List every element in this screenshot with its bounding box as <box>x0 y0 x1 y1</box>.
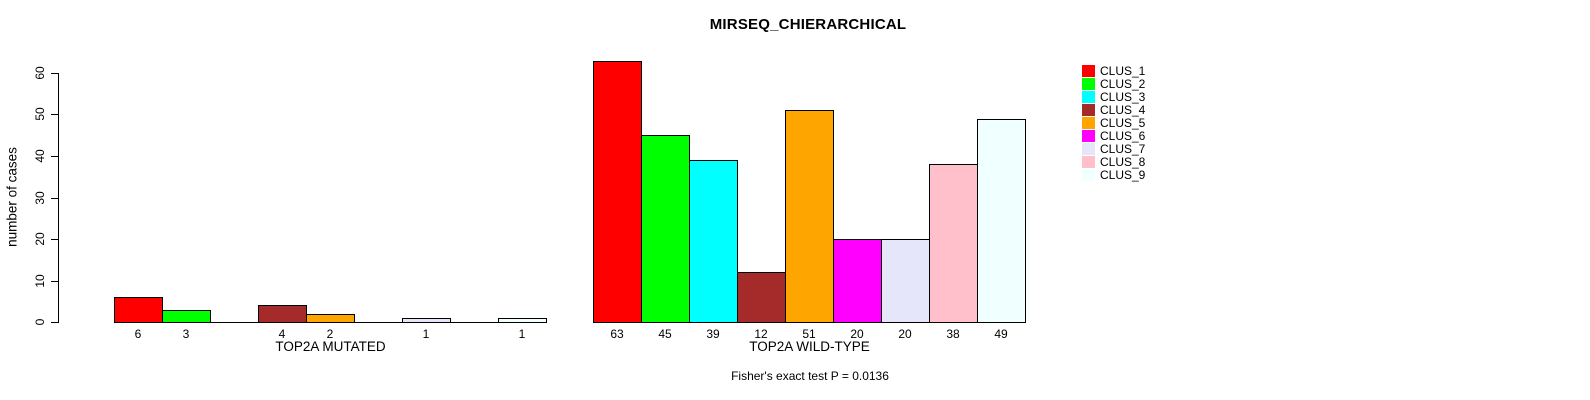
legend-swatch <box>1082 156 1095 168</box>
bar-value-label: 49 <box>994 327 1008 341</box>
legend-label: CLUS_4 <box>1100 103 1146 117</box>
legend-swatch <box>1082 143 1095 155</box>
y-tick <box>51 198 58 199</box>
bar-value-label: 1 <box>422 327 430 341</box>
annotation-text: Fisher's exact test P = 0.0136 <box>731 369 889 383</box>
y-tick-label: 10 <box>33 274 47 288</box>
bar-CLUS_9 <box>498 318 547 323</box>
legend-swatch <box>1082 78 1095 90</box>
bar-CLUS_9 <box>977 119 1026 323</box>
legend-swatch <box>1082 117 1095 129</box>
legend-swatch <box>1082 104 1095 116</box>
bar-value-label: 45 <box>658 327 672 341</box>
bar-value-label: 2 <box>326 327 334 341</box>
bar-value-label: 6 <box>134 327 142 341</box>
bar-CLUS_4 <box>258 305 307 323</box>
bar-CLUS_5 <box>306 314 355 323</box>
legend-swatch <box>1082 169 1095 181</box>
y-tick-label: 60 <box>33 66 47 80</box>
bar-CLUS_7 <box>881 239 930 323</box>
bar-CLUS_8 <box>929 164 978 323</box>
legend-label: CLUS_2 <box>1100 77 1146 91</box>
y-tick-label: 40 <box>33 149 47 163</box>
y-tick-label: 0 <box>33 318 47 326</box>
y-tick-label: 30 <box>33 191 47 205</box>
y-axis-title: number of cases <box>4 147 20 247</box>
bar-CLUS_3 <box>689 160 738 323</box>
y-tick-label: 20 <box>33 232 47 246</box>
x-axis-title: TOP2A MUTATED <box>275 339 386 354</box>
bar-value-label: 51 <box>802 327 816 341</box>
legend-label: CLUS_9 <box>1100 168 1146 182</box>
y-tick <box>51 239 58 240</box>
legend-label: CLUS_8 <box>1100 155 1146 169</box>
bar-CLUS_1 <box>114 297 163 323</box>
legend-label: CLUS_5 <box>1100 116 1146 130</box>
bar-value-label: 39 <box>706 327 720 341</box>
y-tick <box>51 281 58 282</box>
bar-CLUS_4 <box>737 272 786 323</box>
bar-CLUS_2 <box>162 310 211 323</box>
legend-swatch <box>1082 91 1095 103</box>
bar-value-label: 38 <box>946 327 960 341</box>
bar-value-label: 1 <box>518 327 526 341</box>
chart-title: MIRSEQ_CHIERARCHICAL <box>709 16 907 33</box>
bar-CLUS_7 <box>402 318 451 323</box>
bar-CLUS_6 <box>833 239 882 323</box>
legend-swatch <box>1082 130 1095 142</box>
legend-label: CLUS_3 <box>1100 90 1146 104</box>
y-axis-line <box>58 73 59 323</box>
bar-CLUS_5 <box>785 110 834 323</box>
bar-value-label: 20 <box>850 327 864 341</box>
y-tick <box>51 322 58 323</box>
y-tick <box>51 114 58 115</box>
bar-value-label: 63 <box>610 327 624 341</box>
y-tick <box>51 156 58 157</box>
bar-value-label: 4 <box>278 327 286 341</box>
x-axis-title: TOP2A WILD-TYPE <box>749 339 870 354</box>
bar-CLUS_1 <box>593 61 642 323</box>
bar-value-label: 12 <box>754 327 768 341</box>
legend-label: CLUS_1 <box>1100 64 1146 78</box>
bar-value-label: 20 <box>898 327 912 341</box>
legend-label: CLUS_6 <box>1100 129 1146 143</box>
legend-swatch <box>1082 65 1095 77</box>
y-tick <box>51 73 58 74</box>
bar-CLUS_2 <box>641 135 690 323</box>
bar-value-label: 3 <box>182 327 190 341</box>
legend-label: CLUS_7 <box>1100 142 1146 156</box>
y-tick-label: 50 <box>33 107 47 121</box>
